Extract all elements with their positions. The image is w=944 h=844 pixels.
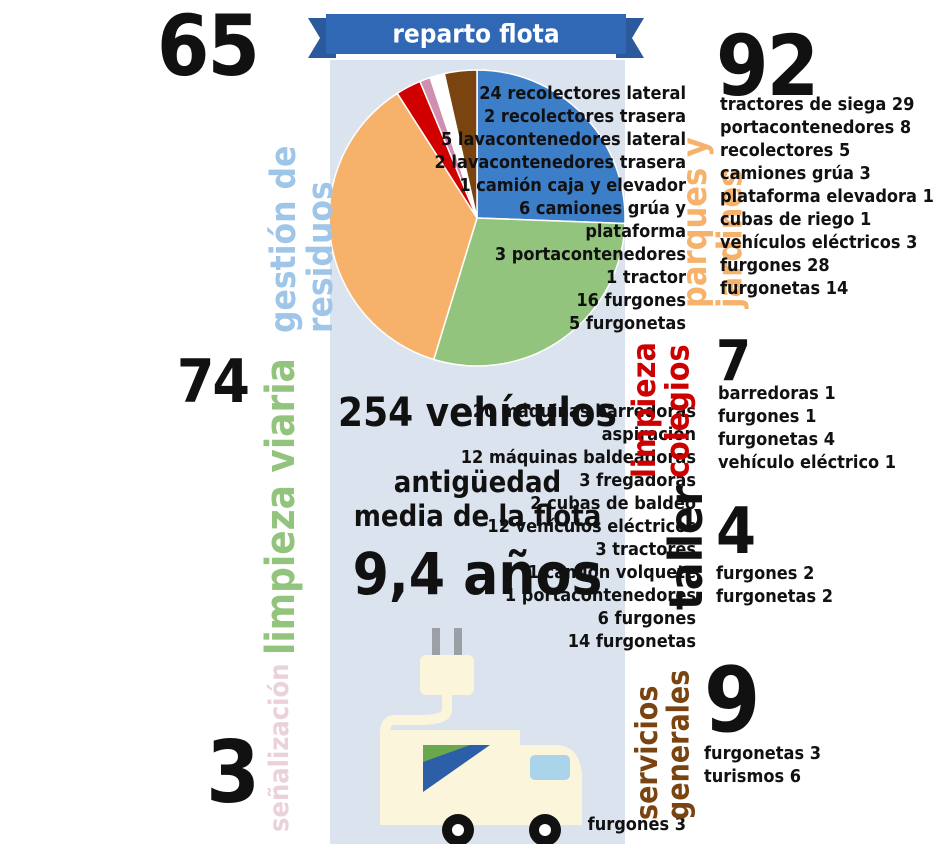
group-item: 20 máquinas barredoras aspiración xyxy=(472,401,696,445)
group-item: 1 camión volquete xyxy=(527,562,696,583)
group-item: 2 cubas de baldeo xyxy=(530,493,696,514)
group-item: furgonetas 2 xyxy=(716,586,834,607)
total: 254 vehículos xyxy=(338,390,617,436)
group-item: 12 vehículos eléctricos xyxy=(487,516,696,537)
truck-window xyxy=(530,755,570,780)
group-item: 14 furgonetas xyxy=(567,631,696,652)
group-item: vehículo eléctrico 1 xyxy=(718,452,897,473)
truck-body xyxy=(380,730,520,825)
logo xyxy=(423,745,490,792)
group-count: 92 xyxy=(716,17,819,115)
pie xyxy=(328,69,626,367)
group-count: 7 xyxy=(716,329,751,394)
truck-icon xyxy=(380,628,582,844)
group-item: plataforma elevadora 1 xyxy=(720,186,934,207)
group-label: taller xyxy=(659,485,713,610)
chart-title: reparto flota xyxy=(392,20,559,50)
group-item: recolectores 5 xyxy=(720,140,851,161)
group-item: 1 tractor xyxy=(605,267,686,288)
wheel-hub xyxy=(539,824,551,836)
logo xyxy=(423,745,470,762)
group-item: furgonetas 14 xyxy=(720,278,849,299)
group-item: 12 máquinas baldeadoras xyxy=(460,447,696,468)
group-label: servicios generales xyxy=(630,669,697,820)
group-item: 16 furgones xyxy=(576,290,686,311)
group-item: tractores de siega 29 xyxy=(720,94,915,115)
plug-pin xyxy=(454,628,462,658)
group-item: 2 lavacontenedores trasera xyxy=(434,152,686,173)
group-count: 9 xyxy=(704,648,760,753)
group-item: 5 lavacontenedores lateral xyxy=(441,129,686,150)
group-item: 3 tractores xyxy=(595,539,696,560)
plug xyxy=(420,655,474,695)
age-label: antigüedad media de la flota xyxy=(353,465,602,533)
age: 9,4 años xyxy=(352,540,603,608)
group-count: 65 xyxy=(156,0,260,95)
group-label: señalización xyxy=(264,663,295,833)
group-item: furgones 3 xyxy=(587,814,686,835)
group-item: furgones 2 xyxy=(716,563,815,584)
group-item: 2 recolectores trasera xyxy=(483,106,686,127)
group-count: 4 xyxy=(716,495,756,569)
pie-slice xyxy=(328,92,478,361)
group-item: turismos 6 xyxy=(704,766,801,787)
group-item: barredoras 1 xyxy=(718,383,836,404)
group-count: 3 xyxy=(206,723,260,823)
plug-pin xyxy=(432,628,440,658)
group-item: cubas de riego 1 xyxy=(720,209,872,230)
pie-slice xyxy=(443,69,478,219)
group-label: limpieza colegios xyxy=(625,342,697,478)
group-item: camiones grúa 3 xyxy=(720,163,871,184)
group-item: 6 furgones xyxy=(597,608,696,629)
group-item: 1 portacontenedores xyxy=(504,585,696,606)
group-item: 5 furgonetas xyxy=(568,313,686,334)
group-label: gestión de residuos xyxy=(264,145,341,333)
group-item: furgones 1 xyxy=(718,406,817,427)
group-count: 74 xyxy=(176,347,250,417)
wheel-hub xyxy=(452,824,464,836)
group-item: furgonetas 4 xyxy=(718,429,836,450)
pie-slice xyxy=(432,217,626,367)
group-item: 1 camión caja y elevador xyxy=(459,175,686,196)
group-label: limpieza viaria xyxy=(258,358,304,655)
pie-slice xyxy=(476,69,626,225)
group-item: furgonetas 3 xyxy=(704,743,822,764)
group-item: 3 portacontenedores xyxy=(494,244,686,265)
group-item: 24 recolectores lateral xyxy=(479,83,686,104)
group-item: furgones 28 xyxy=(720,255,830,276)
group-item: 3 fregadoras xyxy=(579,470,696,491)
ribbon xyxy=(326,14,626,54)
cable xyxy=(380,695,452,760)
group-item: vehículos eléctricos 3 xyxy=(720,232,918,253)
group-item: 6 camiones grúa y plataforma xyxy=(519,198,686,242)
group-item: portacontenedores 8 xyxy=(720,117,912,138)
